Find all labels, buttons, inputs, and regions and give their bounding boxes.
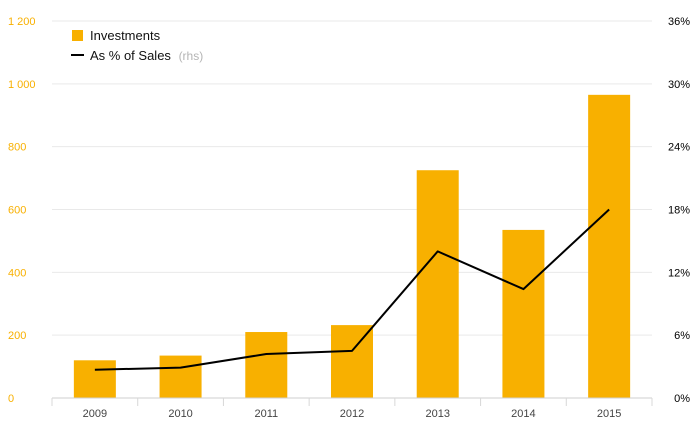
- bar-investments-2011: [245, 332, 288, 398]
- x-tick-label: 2009: [83, 408, 107, 420]
- y-left-tick-label: 1 200: [8, 16, 36, 28]
- legend: Investments As % of Sales (rhs): [71, 28, 203, 63]
- bar-investments-2009: [73, 360, 116, 398]
- y-left-tick-label: 400: [8, 267, 26, 279]
- gridlines: [52, 20, 652, 336]
- bar-investments-2013: [416, 170, 459, 398]
- bar-investments-2012: [331, 325, 373, 398]
- y-left-tick-label: 800: [8, 142, 26, 154]
- x-tick-label: 2013: [425, 408, 449, 420]
- y-left-tick-label: 600: [8, 205, 26, 217]
- y-right-tick-label: 30%: [668, 79, 690, 91]
- y-right-tick-label: 6%: [674, 330, 690, 342]
- legend-label-sales: As % of Sales (rhs): [90, 48, 203, 63]
- bar-investments-2014: [502, 229, 545, 398]
- y-left-tick-label: 0: [8, 393, 14, 405]
- legend-label-investments: Investments: [90, 28, 161, 43]
- x-tick-label: 2010: [168, 408, 192, 420]
- y-axis-left: 0 200 400 600 800 1 000 1 200: [8, 16, 36, 405]
- y-left-tick-label: 200: [8, 330, 26, 342]
- x-tick-label: 2012: [340, 408, 364, 420]
- y-right-tick-label: 24%: [668, 142, 690, 154]
- bars: [73, 94, 631, 399]
- y-left-tick-label: 1 000: [8, 79, 36, 91]
- legend-label-sales-text: As % of Sales: [90, 48, 171, 63]
- x-tick-label: 2014: [511, 408, 535, 420]
- x-tick-label: 2015: [597, 408, 621, 420]
- sales-line: [94, 208, 610, 371]
- y-right-tick-label: 36%: [668, 16, 690, 28]
- y-axis-right: 0% 6% 12% 18% 24% 30% 36%: [668, 16, 690, 405]
- legend-swatch-investments: [72, 30, 83, 41]
- y-right-tick-label: 18%: [668, 205, 690, 217]
- x-tick-label: 2011: [254, 408, 278, 420]
- legend-label-sales-suffix: (rhs): [179, 49, 204, 63]
- y-right-tick-label: 0%: [674, 393, 690, 405]
- bar-investments-2010: [159, 355, 202, 398]
- x-axis: 2009 2010 2011 2012 2013 2014 2015: [51, 397, 653, 420]
- y-right-tick-label: 12%: [668, 267, 690, 279]
- bar-investments-2015: [588, 94, 631, 399]
